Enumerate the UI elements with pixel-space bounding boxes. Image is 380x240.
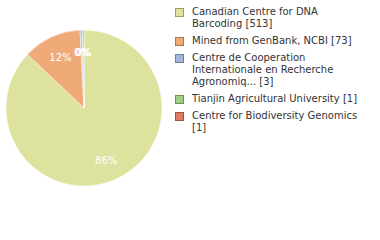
pie-slice: [83, 30, 85, 108]
data-label: 0%: [75, 47, 91, 58]
legend-entry: Centre de Cooperation Internationale en …: [175, 52, 375, 88]
legend-entry: Centre for Biodiversity Genomics [1]: [175, 110, 375, 134]
legend-label: Centre for Biodiversity Genomics [1]: [192, 110, 370, 134]
pie-area: 86%12%0%0%0%: [0, 0, 175, 240]
data-label: 86%: [95, 155, 117, 166]
data-label: 0%: [76, 47, 92, 58]
legend-swatch: [175, 95, 184, 104]
pie-slice: [80, 30, 84, 108]
legend-label: Canadian Centre for DNA Barcoding [513]: [192, 6, 370, 30]
legend-label: Centre de Cooperation Internationale en …: [192, 52, 370, 88]
pie-slice: [27, 30, 84, 108]
legend-label: Tianjin Agricultural University [1]: [192, 93, 370, 105]
legend: Canadian Centre for DNA Barcoding [513] M…: [175, 6, 375, 139]
legend-entry: Canadian Centre for DNA Barcoding [513]: [175, 6, 375, 30]
legend-swatch: [175, 112, 184, 121]
legend-entry: Tianjin Agricultural University [1]: [175, 93, 375, 105]
pie-slice: [82, 30, 84, 108]
pie-slice: [6, 30, 162, 186]
legend-swatch: [175, 37, 184, 46]
legend-swatch: [175, 54, 184, 63]
data-label: 12%: [49, 52, 71, 63]
legend-entry: Mined from GenBank, NCBI [73]: [175, 35, 375, 47]
legend-label: Mined from GenBank, NCBI [73]: [192, 35, 370, 47]
legend-swatch: [175, 8, 184, 17]
